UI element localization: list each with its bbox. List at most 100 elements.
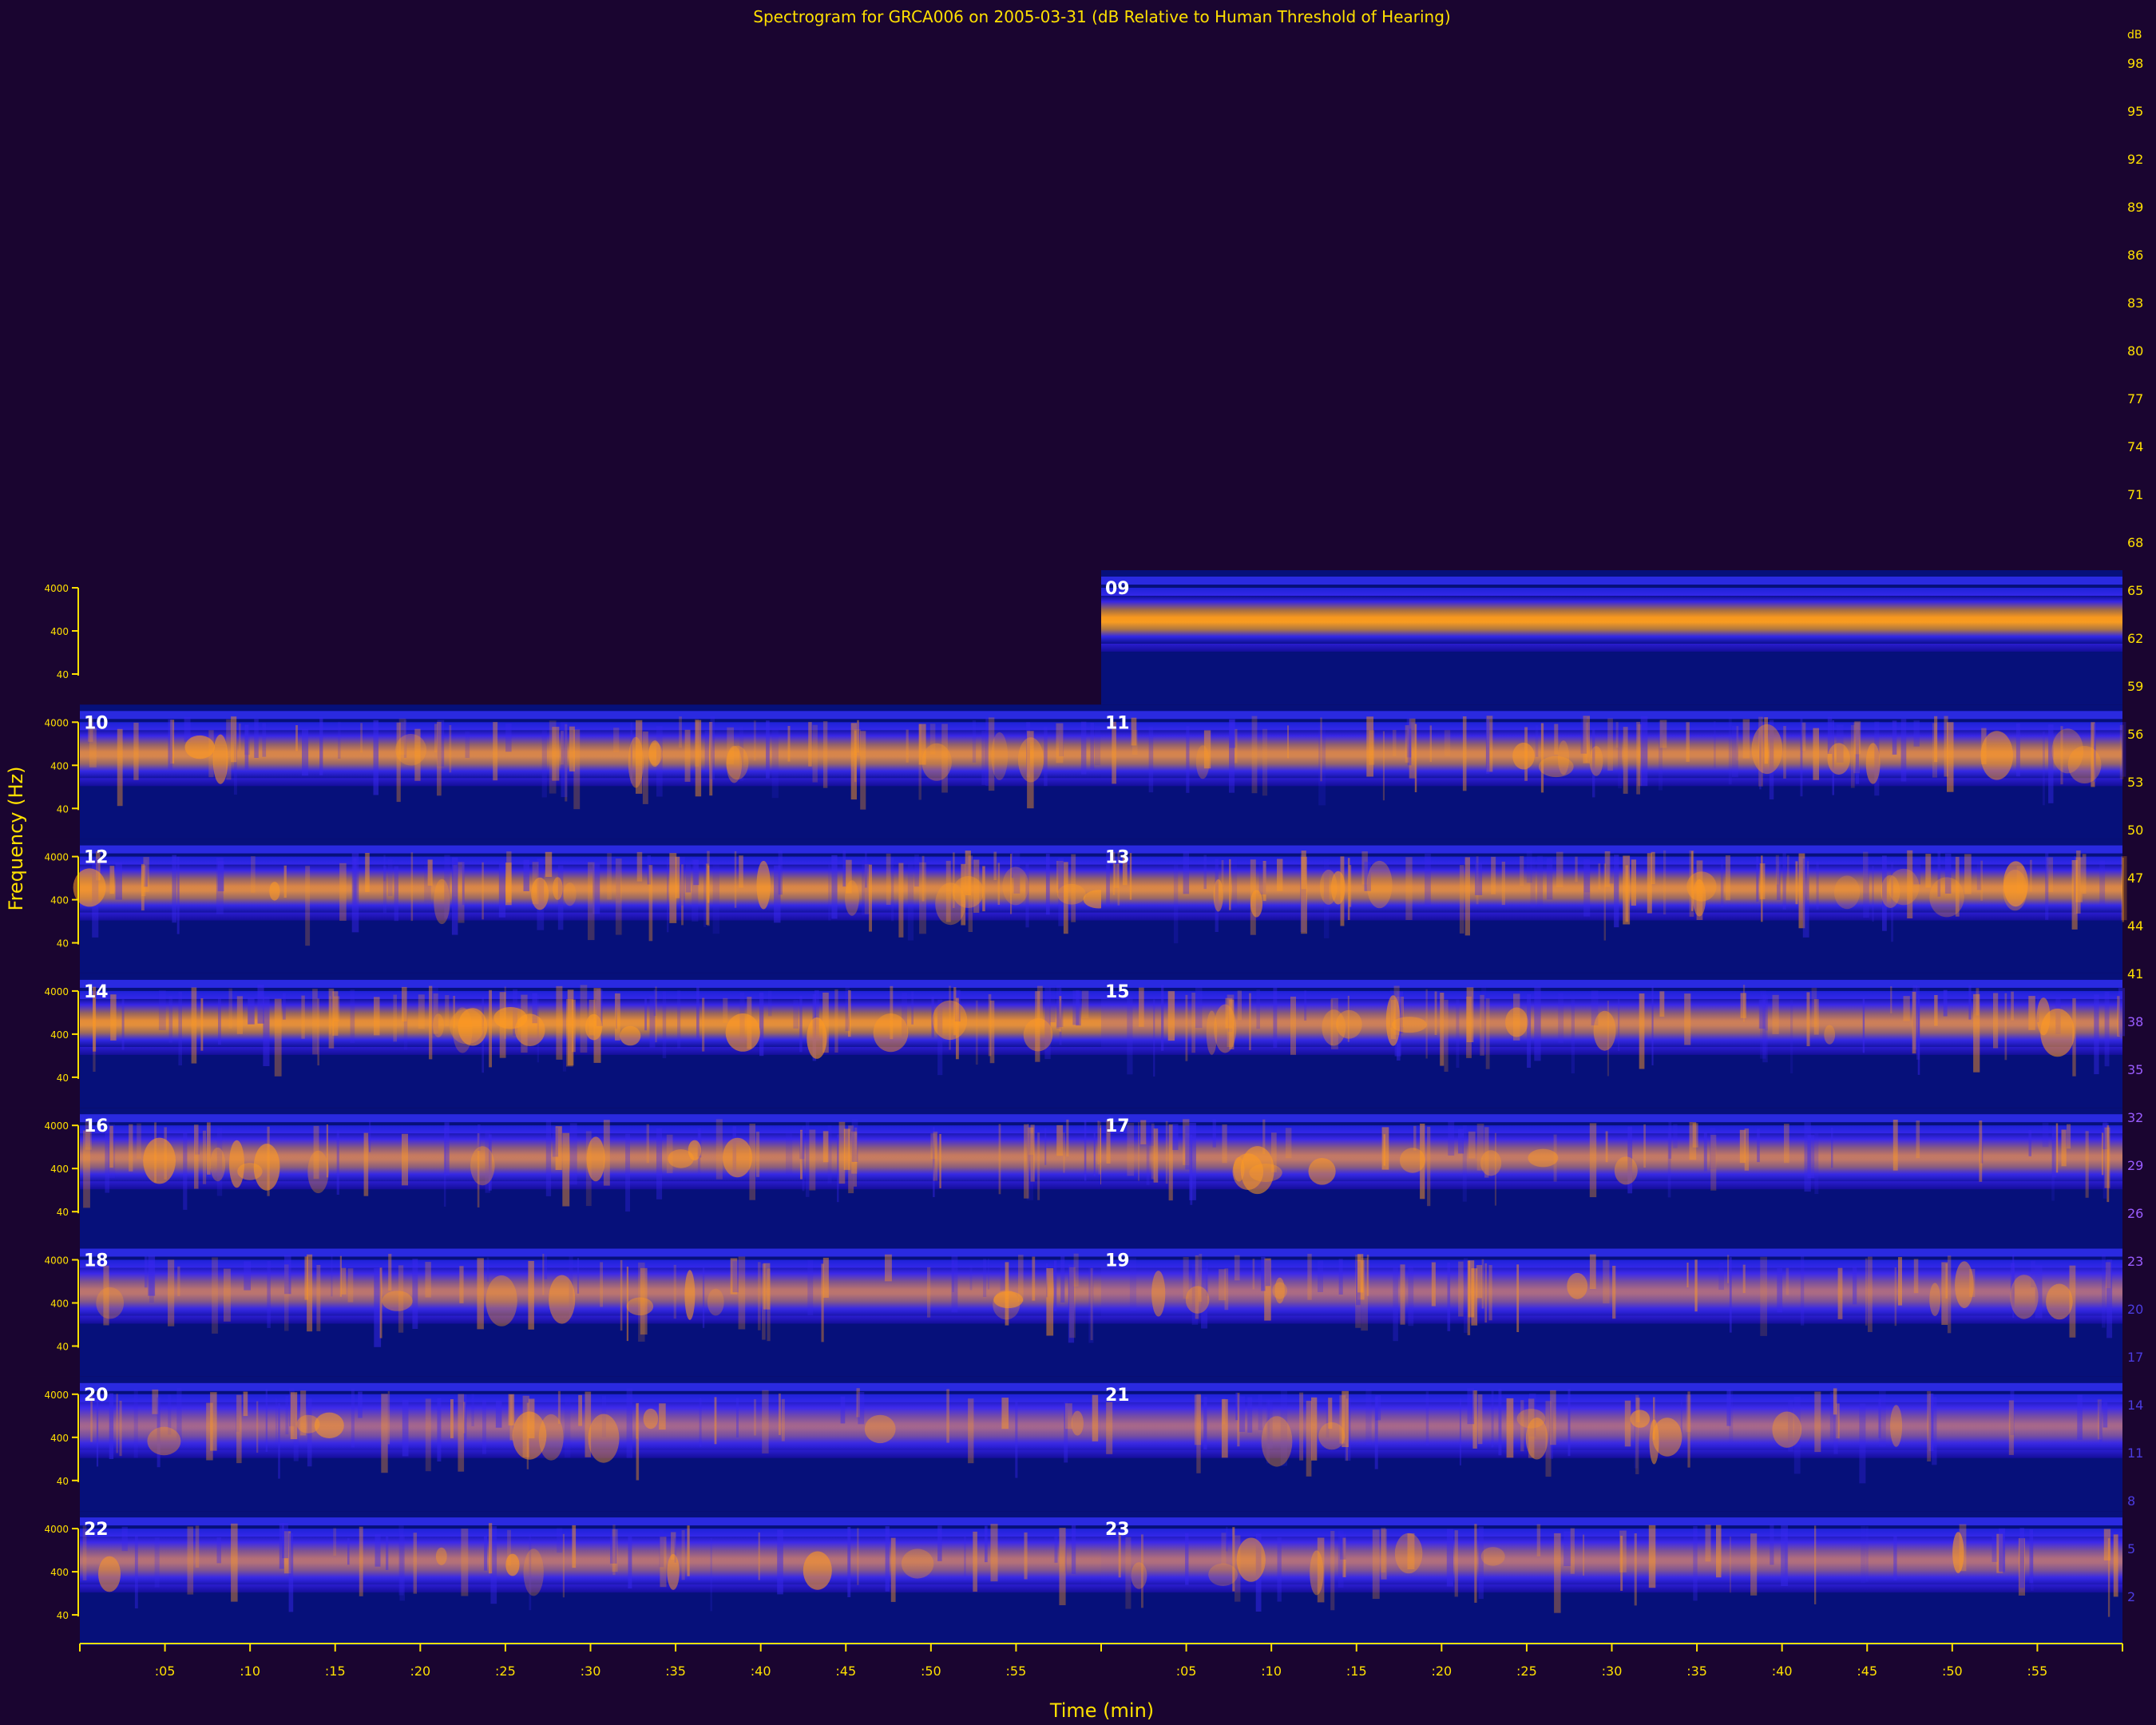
event-streak: [248, 997, 255, 1025]
event-streak: [565, 724, 568, 802]
event-streak: [1026, 722, 1030, 778]
event-streak: [616, 864, 621, 902]
event-streak: [328, 988, 335, 1049]
event-streak: [1932, 1397, 1937, 1465]
event-streak: [2018, 1538, 2025, 1596]
event-streak: [786, 1132, 793, 1174]
event-streak: [301, 995, 305, 1039]
event-streak: [644, 997, 647, 1031]
event-streak: [1927, 1390, 1932, 1461]
event-streak: [2118, 988, 2125, 1037]
frequency-tick-label: 4000: [44, 1524, 69, 1535]
event-blob: [586, 1136, 605, 1182]
event-streak: [1554, 1533, 1561, 1613]
event-streak: [544, 1254, 548, 1279]
event-streak: [1802, 858, 1809, 938]
event-streak: [656, 726, 663, 797]
event-streak: [1011, 851, 1014, 878]
event-streak: [1203, 1397, 1207, 1450]
event-streak: [1044, 1128, 1047, 1165]
event-streak: [933, 1132, 938, 1181]
event-blob: [626, 1297, 654, 1316]
event-streak: [495, 1401, 502, 1428]
event-streak: [402, 986, 407, 1022]
event-streak: [1127, 997, 1133, 1075]
row-frequency-axis: 4000 400 40: [44, 986, 79, 1084]
event-streak: [846, 859, 852, 894]
event-streak: [1782, 852, 1786, 910]
event-streak: [1059, 996, 1062, 1032]
event-streak: [2094, 724, 2096, 782]
panel-top-band: [1101, 577, 2122, 585]
event-streak: [1229, 859, 1231, 910]
event-streak: [424, 865, 431, 902]
event-streak: [1609, 855, 1614, 884]
event-streak: [1861, 1525, 1865, 1584]
event-streak: [1528, 1398, 1535, 1458]
hour-label: 11: [1105, 713, 1130, 733]
event-streak: [865, 851, 867, 888]
event-streak: [843, 1128, 850, 1170]
event-streak: [687, 1525, 690, 1576]
event-streak: [1092, 1394, 1099, 1441]
event-streak: [1589, 1254, 1596, 1289]
event-streak: [1625, 865, 1629, 922]
event-streak: [715, 1119, 723, 1180]
event-streak: [444, 855, 450, 919]
time-tick-label: :10: [1261, 1664, 1282, 1679]
event-streak: [2029, 1529, 2033, 1584]
event-blob: [993, 1291, 1024, 1309]
hour-label: 16: [84, 1116, 109, 1136]
event-streak: [2030, 1530, 2034, 1591]
event-streak: [1369, 730, 1375, 765]
event-streak: [807, 1259, 814, 1315]
time-tick-label: :05: [1176, 1664, 1197, 1679]
event-streak: [1056, 860, 1064, 893]
panel-hot-band: [1101, 1267, 2122, 1316]
event-streak: [1491, 856, 1496, 894]
event-streak: [96, 1398, 99, 1467]
event-streak: [1425, 853, 1431, 906]
colorbar-tick-label: 74: [2127, 439, 2143, 454]
event-streak: [1035, 991, 1040, 1062]
event-blob: [952, 876, 984, 908]
event-streak: [1330, 1531, 1335, 1611]
event-streak: [648, 865, 653, 942]
event-streak: [403, 720, 407, 758]
event-streak: [331, 1253, 333, 1297]
row-frequency-axis: 4000 400 40: [44, 1524, 79, 1621]
event-streak: [1833, 1388, 1837, 1415]
event-streak: [793, 1000, 799, 1029]
event-streak: [1530, 857, 1536, 908]
event-streak: [1549, 1398, 1554, 1459]
event-streak: [386, 1536, 389, 1570]
event-streak: [707, 851, 710, 926]
event-streak: [293, 1400, 299, 1461]
event-streak: [508, 1394, 515, 1426]
event-streak: [1634, 1398, 1639, 1469]
event-streak: [1736, 726, 1739, 761]
hour-label: 14: [84, 982, 109, 1002]
event-streak: [1027, 731, 1034, 809]
event-streak: [191, 987, 197, 1064]
event-streak: [1612, 1266, 1616, 1319]
time-tick-label: :40: [1772, 1664, 1793, 1679]
event-streak: [1212, 1119, 1216, 1148]
time-tick-label: :35: [665, 1664, 686, 1679]
event-streak: [83, 1130, 90, 1208]
event-blob: [1567, 1272, 1588, 1299]
event-streak: [1131, 717, 1137, 746]
event-streak: [1491, 1390, 1494, 1448]
event-streak: [498, 863, 505, 918]
event-streak: [1501, 862, 1505, 906]
event-streak: [1742, 1264, 1746, 1294]
event-streak: [489, 1523, 493, 1574]
event-streak: [569, 1123, 577, 1185]
event-streak: [1138, 1122, 1139, 1181]
event-streak: [1393, 1267, 1398, 1342]
event-streak: [265, 1389, 268, 1452]
time-tick-label: :25: [495, 1664, 516, 1679]
event-streak: [799, 996, 803, 1053]
event-streak: [194, 1124, 199, 1189]
event-streak: [2045, 852, 2049, 920]
